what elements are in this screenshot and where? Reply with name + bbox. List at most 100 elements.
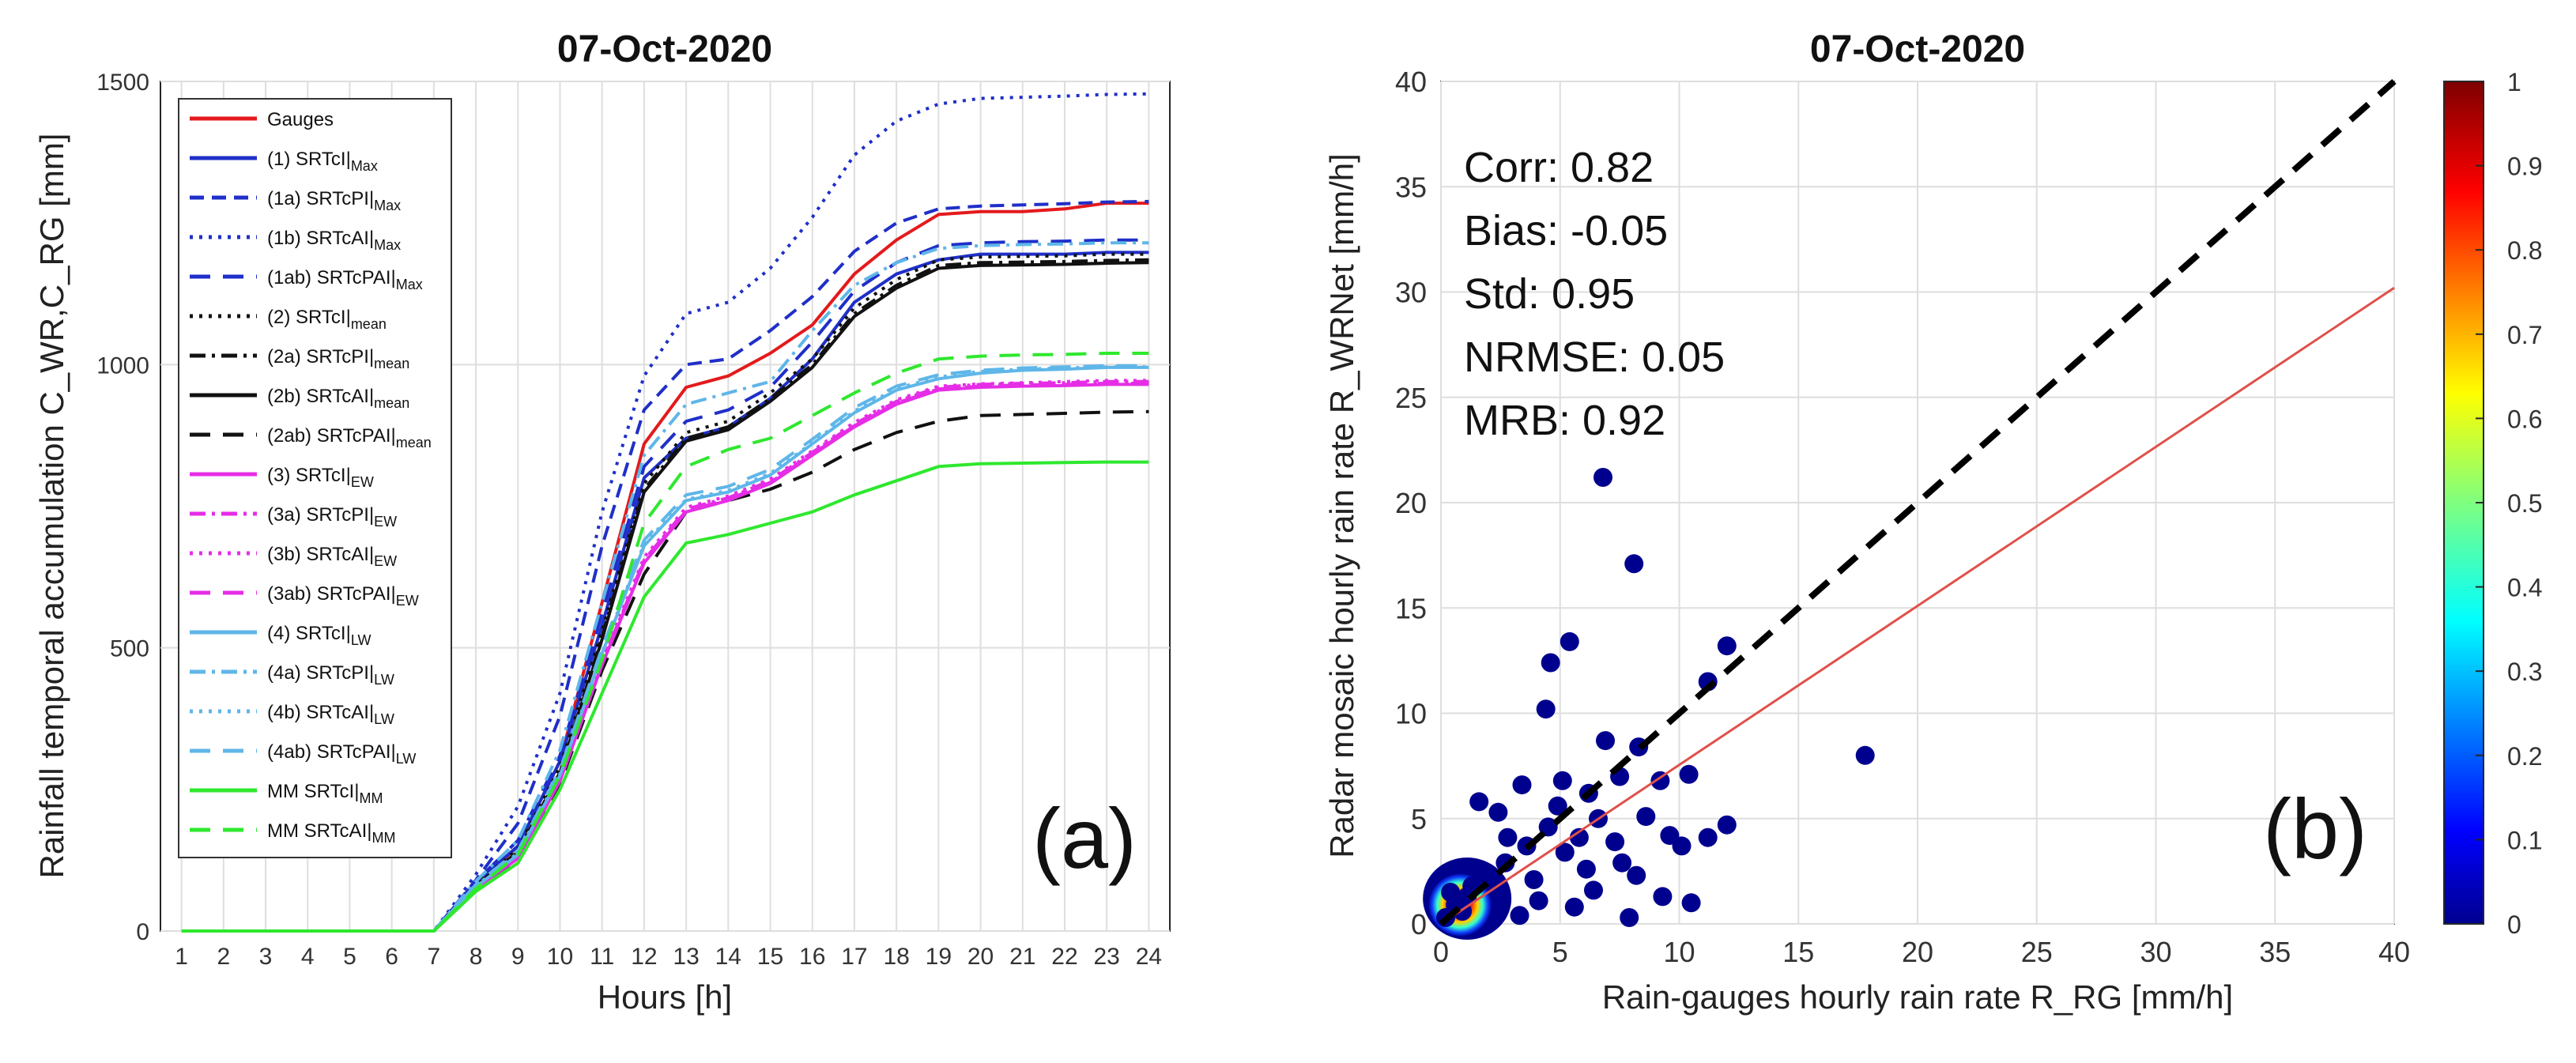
y-tick-label: 30 [1395, 277, 1427, 309]
scatter-point [1458, 887, 1477, 907]
panel-b-ticks: 0 5 10 15 20 25 30 35 40 0 5 10 15 20 25 30 35 40 [1395, 66, 2410, 968]
colorbar [2443, 81, 2484, 925]
y-tick-label: 15 [1395, 592, 1427, 624]
colorbar-tick-label: 0.1 [2507, 826, 2542, 854]
colorbar-tick-label: 0 [2507, 910, 2521, 939]
legend-label: (2ab) SRTcPAI|mean [267, 425, 432, 450]
scatter-point [1488, 802, 1508, 822]
colorbar-tick-label: 0.2 [2507, 742, 2542, 771]
legend-label: (3a) SRTcPI|EW [267, 504, 397, 530]
scatter-point [1627, 865, 1646, 885]
scatter-point [1672, 836, 1692, 856]
scatter-point [1441, 883, 1461, 902]
scatter-point [1512, 775, 1532, 795]
colorbar-tick-label: 0.5 [2507, 489, 2542, 518]
x-tick-label: 1 [175, 944, 188, 970]
series-line [181, 364, 1149, 933]
scatter-point [1717, 815, 1737, 835]
x-tick-label: 30 [2140, 936, 2171, 968]
x-tick-label: 8 [470, 944, 483, 970]
x-tick-label: 2 [217, 944, 230, 970]
stat-std: Std: 0.95 [1464, 270, 1635, 318]
panel-b-xlabel: Rain-gauges hourly rain rate R_RG [mm/h] [1602, 978, 2233, 1016]
y-tick-label: 500 [110, 636, 149, 662]
stats-block: Corr: 0.82 Bias: -0.05 Std: 0.95 NRMSE: … [1464, 144, 1725, 444]
colorbar-tick-label: 0.4 [2507, 574, 2542, 602]
x-tick-label: 5 [343, 944, 356, 970]
legend-label: (2) SRTcI|mean [267, 307, 387, 332]
colorbar-tick-label: 0.3 [2507, 658, 2542, 686]
colorbar-tick-label: 0.9 [2507, 153, 2542, 181]
scatter-point [1855, 745, 1875, 765]
legend-label: (2a) SRTcPI|mean [267, 346, 409, 371]
legend-label: Gauges [267, 109, 334, 130]
stat-corr: Corr: 0.82 [1464, 144, 1654, 191]
scatter-point [1584, 880, 1603, 900]
x-tick-label: 24 [1136, 944, 1162, 970]
legend-label: (4b) SRTcAI|LW [267, 702, 394, 727]
panel-a: 1 2 3 4 5 6 7 8 9 10 11 12 13 14 15 16 17 18 19 20 21 22 23 240… [33, 28, 1171, 1016]
scatter-point [1650, 771, 1670, 790]
series-line [181, 409, 1149, 933]
panel-a-lines [181, 92, 1149, 933]
x-tick-label: 12 [631, 944, 657, 970]
x-tick-label: 20 [1902, 936, 1933, 968]
legend-label: (3ab) SRTcPAI|EW [267, 583, 419, 609]
y-tick-label: 40 [1395, 66, 1427, 98]
scatter-point [1548, 796, 1567, 816]
x-tick-label: 10 [1663, 936, 1695, 968]
x-tick-label: 15 [757, 944, 783, 970]
legend-label: (3) SRTcI|EW [267, 465, 374, 490]
x-tick-label: 25 [2021, 936, 2053, 968]
x-tick-label: 6 [385, 944, 398, 970]
y-tick-label: 25 [1395, 382, 1427, 414]
legend-box [178, 98, 452, 858]
scatter-point [1596, 731, 1615, 751]
y-tick-label: 5 [1411, 803, 1427, 835]
x-tick-label: 13 [673, 944, 699, 970]
x-tick-label: 17 [841, 944, 867, 970]
legend-label: (2b) SRTcAI|mean [267, 386, 409, 411]
panel-b-grid [1440, 81, 2395, 925]
panel-b-lines [1439, 79, 2397, 926]
scatter-point [1681, 893, 1701, 913]
legend-label: (4a) SRTcPI|LW [267, 662, 394, 688]
x-tick-label: 10 [547, 944, 573, 970]
panel-a-xlabel: Hours [h] [598, 978, 732, 1016]
stat-nrmse: NRMSE: 0.05 [1464, 334, 1725, 381]
panel-b-label: (b) [2263, 781, 2367, 876]
scatter-point [1593, 468, 1612, 487]
series-line [181, 365, 1149, 933]
scatter-point [1536, 699, 1556, 719]
scatter-point [1636, 807, 1656, 827]
y-tick-label: 1000 [96, 352, 149, 379]
scatter-point [1569, 827, 1589, 847]
x-tick-label: 7 [428, 944, 441, 970]
series-line [181, 460, 1149, 933]
y-tick-label: 35 [1395, 171, 1427, 203]
panel-a-legend: Gauges (1) SRTcI|Max (1a) SRTcPI|Max (1b) S… [178, 98, 452, 858]
colorbar-tick-label: 0.8 [2507, 236, 2542, 265]
panel-a-title: 07-Oct-2020 [557, 28, 772, 70]
fit-line [1440, 286, 2395, 925]
x-tick-label: 9 [511, 944, 525, 970]
legend-label: (1a) SRTcPI|Max [267, 188, 401, 213]
scatter-point [1541, 653, 1560, 673]
series-line [181, 238, 1149, 933]
legend-label: (4ab) SRTcPAI|LW [267, 741, 416, 767]
scatter-point [1605, 832, 1625, 852]
colorbar-tick-label: 0.6 [2507, 405, 2542, 433]
scatter-point [1552, 771, 1572, 790]
legend-label: (1) SRTcI|Max [267, 149, 378, 174]
x-tick-label: 19 [926, 944, 952, 970]
x-tick-label: 0 [1433, 936, 1449, 968]
x-tick-label: 3 [259, 944, 273, 970]
stat-bias: Bias: -0.05 [1464, 207, 1668, 254]
scatter-point [1524, 870, 1544, 889]
scatter-point [1555, 842, 1575, 862]
x-tick-label: 21 [1009, 944, 1035, 970]
scatter-point [1564, 897, 1584, 917]
legend-label: (1b) SRTcAI|Max [267, 228, 401, 253]
